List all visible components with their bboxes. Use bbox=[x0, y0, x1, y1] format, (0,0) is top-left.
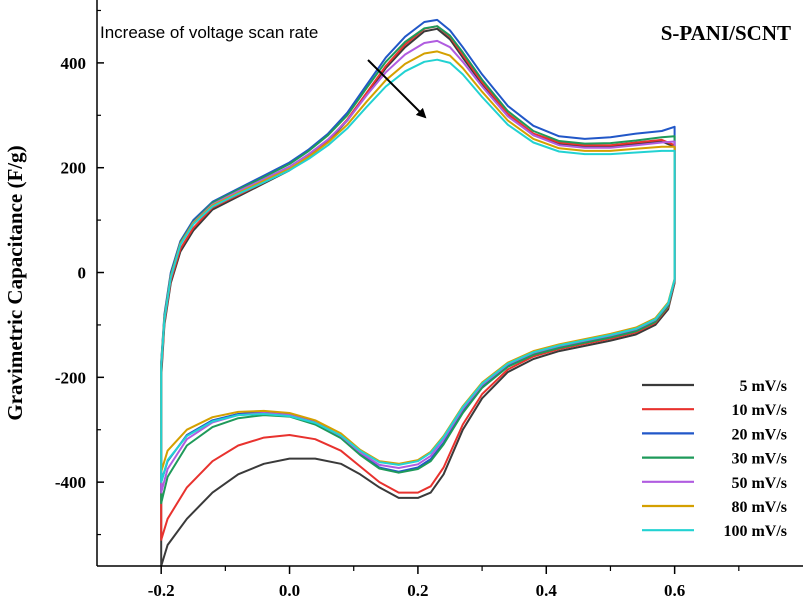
x-axis-ticks: -0.2 0.0 0.2 0.4 0.6 bbox=[148, 566, 740, 600]
legend-label: 100 mV/s bbox=[723, 523, 787, 540]
series-line-100-mv-s bbox=[160, 58, 676, 484]
x-tick-label: 0.6 bbox=[664, 581, 685, 600]
x-tick-label: 0.2 bbox=[407, 581, 428, 600]
legend-label: 30 mV/s bbox=[731, 451, 787, 468]
annotation-text: Increase of voltage scan rate bbox=[100, 23, 318, 42]
y-tick-label: 0 bbox=[78, 264, 87, 283]
legend-label: 10 mV/s bbox=[731, 402, 787, 419]
legend-label: 5 mV/s bbox=[739, 378, 787, 395]
x-tick-label: -0.2 bbox=[148, 581, 175, 600]
y-tick-label: -200 bbox=[55, 368, 86, 387]
y-tick-label: 400 bbox=[61, 54, 87, 73]
y-axis-label: Gravimetric Capacitance (F/g) bbox=[3, 145, 27, 420]
y-axis-ticks: 400 200 0 -200 -400 bbox=[55, 9, 104, 536]
series-line-10-mv-s bbox=[160, 25, 676, 541]
x-tick-label: 0.4 bbox=[536, 581, 558, 600]
series-line-30-mv-s bbox=[160, 25, 676, 505]
annotation-arrow bbox=[367, 59, 427, 119]
chart-title: S-PANI/SCNT bbox=[661, 21, 791, 45]
y-tick-label: 200 bbox=[61, 159, 87, 178]
legend: 5 mV/s 10 mV/s 20 mV/s 30 mV/s 50 mV/s 80 mV/… bbox=[642, 378, 787, 540]
series-lines bbox=[160, 18, 676, 566]
legend-label: 20 mV/s bbox=[731, 426, 787, 443]
legend-label: 80 mV/s bbox=[731, 499, 787, 516]
series-line-80-mv-s bbox=[160, 50, 676, 473]
legend-label: 50 mV/s bbox=[731, 475, 787, 492]
x-tick-label: 0.0 bbox=[279, 581, 300, 600]
y-tick-label: -400 bbox=[55, 473, 86, 492]
series-line-50-mv-s bbox=[160, 39, 676, 494]
